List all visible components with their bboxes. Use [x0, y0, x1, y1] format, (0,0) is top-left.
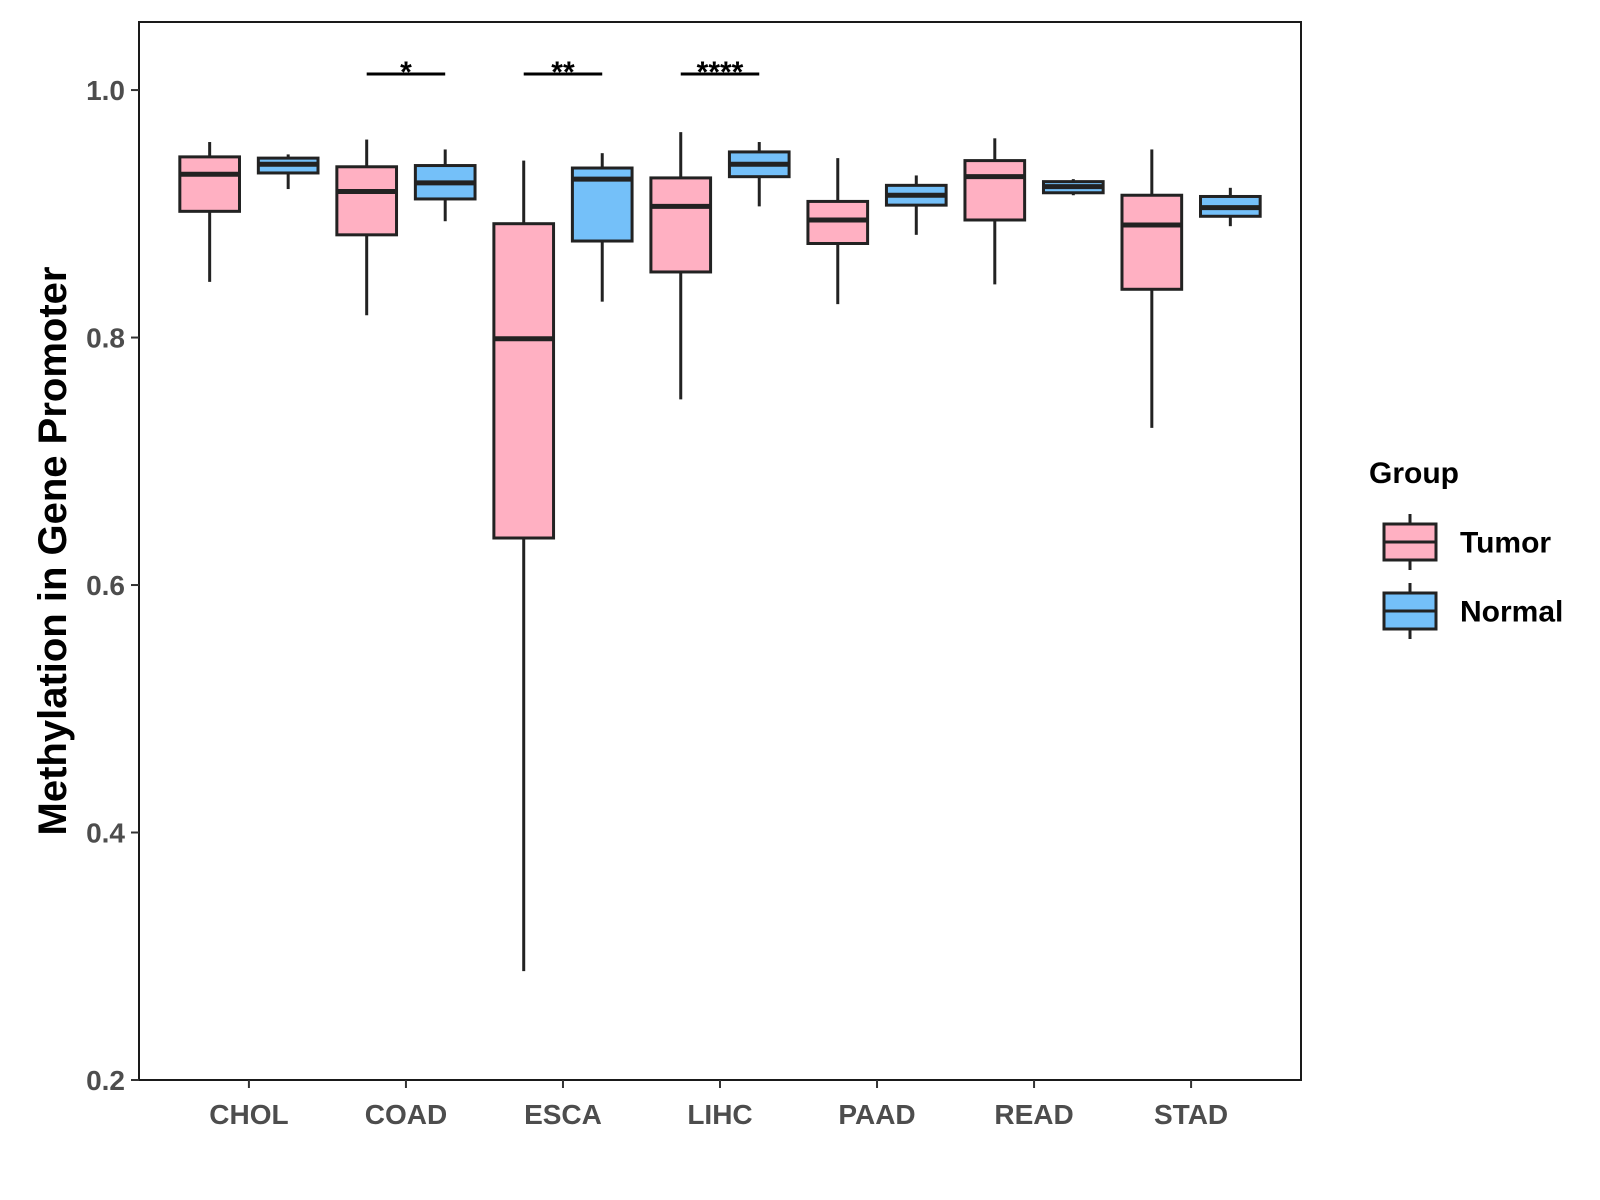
box-iqr: [178, 155, 241, 213]
y-axis: 0.2 0.4 0.6 0.8 1.0: [86, 75, 139, 1096]
box-normal-lihc: [727, 142, 791, 207]
box-iqr: [649, 176, 713, 274]
legend-key-normal: [1382, 583, 1438, 639]
legend-title: Group: [1369, 457, 1459, 490]
significance-annotations: * ** ****: [366, 56, 760, 89]
sig-label-esca: **: [551, 56, 575, 89]
box-iqr: [492, 222, 556, 540]
x-tick-label-paad: PAAD: [838, 1099, 915, 1130]
box-normal-paad: [884, 175, 948, 235]
box-tumor-lihc: [649, 132, 713, 400]
legend-key-tumor: [1382, 514, 1438, 570]
box-iqr: [335, 165, 399, 237]
y-tick-label: 0.6: [86, 570, 125, 601]
box-normal-read: [1041, 179, 1105, 196]
box-normal-chol: [256, 154, 320, 190]
box-tumor-stad: [1120, 149, 1184, 428]
y-axis-title: Methylation in Gene Promoter: [31, 267, 75, 836]
box-normal-coad: [413, 149, 477, 222]
y-tick-label: 0.8: [86, 322, 125, 353]
legend: Group Tumor Normal: [1369, 457, 1563, 639]
y-tick-label: 0.2: [86, 1065, 125, 1096]
legend-label-tumor: Tumor: [1460, 527, 1551, 560]
y-tick-label: 0.4: [86, 817, 125, 848]
box-tumor-read: [963, 138, 1027, 285]
x-tick-label-chol: CHOL: [209, 1099, 288, 1130]
x-tick-label-esca: ESCA: [524, 1099, 602, 1130]
box-normal-stad: [1199, 187, 1262, 227]
sig-label-coad: *: [400, 56, 412, 89]
y-tick-label: 1.0: [86, 75, 125, 106]
x-tick-label-stad: STAD: [1154, 1099, 1228, 1130]
box-tumor-paad: [806, 158, 870, 305]
x-tick-label-read: READ: [994, 1099, 1073, 1130]
box-normal-esca: [570, 153, 634, 302]
box-tumor-coad: [335, 139, 399, 316]
boxes-layer: [178, 132, 1262, 972]
x-tick-label-coad: COAD: [365, 1099, 447, 1130]
legend-label-normal: Normal: [1460, 596, 1563, 629]
box-iqr: [1120, 193, 1184, 291]
box-tumor-esca: [492, 160, 556, 972]
box-iqr: [963, 159, 1027, 222]
box-tumor-chol: [178, 142, 241, 282]
plot-panel: [138, 21, 1302, 1081]
x-tick-label-lihc: LIHC: [687, 1099, 752, 1130]
sig-label-lihc: ****: [697, 56, 744, 89]
x-axis: CHOL COAD ESCA LIHC PAAD READ STAD: [209, 1080, 1228, 1130]
